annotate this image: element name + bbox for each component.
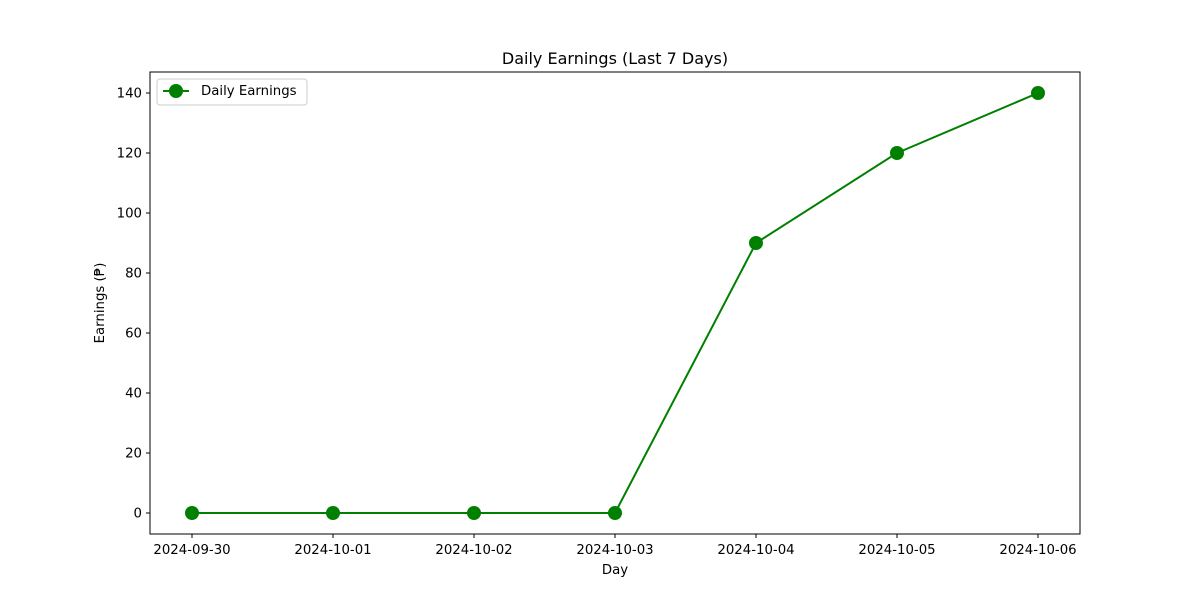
- data-point: [467, 506, 481, 520]
- legend-box: [156, 78, 308, 106]
- y-tick-label: 80: [125, 267, 142, 282]
- y-tick-label: 120: [117, 147, 142, 162]
- y-axis: 0 20 40 60 80 100 120 140: [117, 87, 150, 522]
- x-tick-label: 2024-10-06: [999, 543, 1076, 558]
- data-point: [890, 146, 904, 160]
- legend: Daily Earnings: [156, 78, 308, 106]
- x-tick-label: 2024-10-04: [717, 543, 794, 558]
- y-tick-label: 140: [117, 87, 142, 102]
- y-tick-label: 60: [125, 327, 142, 342]
- series-layer: [185, 86, 1045, 520]
- x-tick-label: 2024-10-05: [858, 543, 935, 558]
- data-point: [326, 506, 340, 520]
- x-tick-label: 2024-09-30: [153, 543, 230, 558]
- y-tick-label: 40: [125, 387, 142, 402]
- legend-label: Daily Earnings: [201, 84, 297, 99]
- y-tick-label: 20: [125, 447, 142, 462]
- x-axis-label: Day: [602, 563, 628, 578]
- plot-area: [149, 71, 1081, 535]
- legend-marker: [169, 84, 183, 98]
- data-point: [185, 506, 199, 520]
- y-axis-label: Earnings (₱): [93, 263, 108, 344]
- y-tick-label: 100: [117, 207, 142, 222]
- x-axis: 2024-09-30 2024-10-01 2024-10-02 2024-10-03…: [153, 534, 1077, 558]
- data-point: [1031, 86, 1045, 100]
- x-tick-label: 2024-10-01: [294, 543, 371, 558]
- data-point: [608, 506, 622, 520]
- x-tick-label: 2024-10-03: [576, 543, 653, 558]
- y-tick-label: 0: [134, 507, 142, 522]
- series-line: [192, 92, 1039, 514]
- chart-title: Daily Earnings (Last 7 Days): [502, 49, 728, 68]
- data-point: [749, 236, 763, 250]
- x-tick-label: 2024-10-02: [435, 543, 512, 558]
